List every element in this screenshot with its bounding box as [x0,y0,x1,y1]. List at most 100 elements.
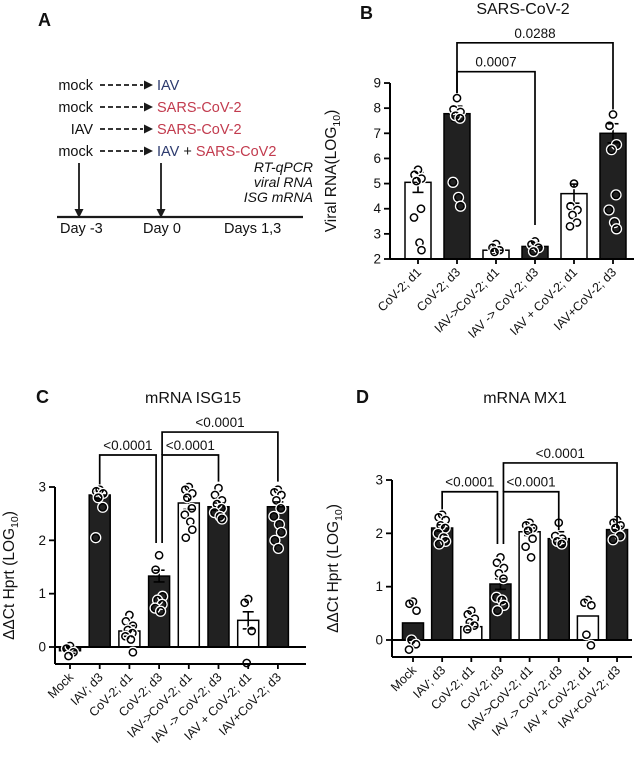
data-point-halo [608,216,621,229]
p-value-label: <0.0001 [166,438,215,453]
data-point-halo [92,492,104,504]
data-point-halo [154,605,167,617]
y-tick-label: 7 [373,126,381,141]
schematic-source-label: mock [58,144,93,160]
y-tick-label: 2 [375,526,383,541]
p-value-label: 0.0007 [475,55,516,70]
timeline-day-label: Days 1,3 [224,221,281,237]
target-part: SARS-CoV-2 [157,122,242,138]
y-tick-label: 2 [38,533,46,548]
data-point [490,247,499,257]
data-point-halo [268,510,280,522]
data-point [242,658,252,668]
data-point-halo [97,501,109,513]
data-point [64,651,73,661]
data-point [526,552,536,562]
schematic-source-label: IAV [71,122,94,138]
data-point-halo [497,573,510,585]
data-point [277,527,286,537]
data-point-halo [454,112,466,124]
arrowhead-icon [144,80,153,90]
target-part: IAV [157,144,180,160]
data-point-halo [585,639,597,651]
data-point [187,525,197,535]
y-axis-title-close: ) [325,504,342,509]
data-point [612,224,621,234]
data-point-halo [607,534,619,546]
data-point [409,213,419,222]
data-point [611,190,621,200]
data-point-halo [415,244,428,256]
data-point-halo [90,485,102,497]
data-point-halo [493,244,506,256]
schematic-source-label: mock [58,100,93,116]
timeline-day-label: Day 0 [143,221,181,237]
data-point-halo [580,629,593,641]
data-point-halo [415,203,427,215]
data-point-halo [496,594,508,606]
schematic-target-label: SARS-CoV-2 [157,122,242,138]
timeline-day-label: Day -3 [60,221,103,237]
data-point [93,493,103,503]
data-point-halo [149,564,162,576]
arrowhead-icon [144,146,153,156]
p-value-label: <0.0001 [507,475,556,490]
data-point [565,221,575,231]
data-point [452,93,462,103]
y-tick-label: 1 [375,579,383,594]
data-point [91,533,101,543]
data-point-halo [127,646,139,658]
data-point [151,565,160,575]
data-point [404,645,414,654]
data-point-halo [181,492,193,504]
data-point [456,201,465,211]
data-point [492,558,502,568]
assay-annotation-line: ISG mRNA [244,189,313,205]
data-point-halo [186,502,198,514]
significance-bracket [502,462,618,529]
data-point [180,510,190,520]
data-point [240,598,250,608]
data-point-halo [607,108,619,121]
arrowhead-icon [144,124,153,134]
arrowhead-down-icon [156,209,166,218]
y-tick-label: 9 [373,76,381,91]
data-point [417,245,426,255]
data-point-halo [488,246,501,258]
data-point [523,526,533,536]
data-point-halo [610,189,622,201]
data-point [493,606,502,616]
y-tick-label: 0 [38,640,46,655]
data-point-halo [605,143,618,156]
data-point [607,145,616,154]
data-point-halo [461,623,473,635]
bar [605,528,629,641]
bar [547,537,570,641]
data-point [608,110,618,119]
data-point [187,503,197,513]
significance-bracket [98,454,157,544]
data-point-halo [153,549,165,561]
data-point [611,523,620,533]
data-point [528,534,537,544]
data-point-halo [239,597,251,609]
x-category-label: IAV -> CoV-2; d3 [465,265,541,341]
arrowhead-icon [144,102,153,112]
data-point [269,511,279,521]
schematic-target-label: IAV [157,78,180,94]
p-value-label: <0.0001 [536,446,585,461]
data-point-halo [216,513,228,525]
data-point [448,177,458,187]
y-axis-title-sub: 10 [331,115,343,127]
y-tick-label: 2 [373,252,381,267]
data-point-halo [408,211,420,224]
y-tick-label: 3 [38,480,46,495]
data-point [156,606,165,616]
data-point-halo [451,92,463,104]
data-point [405,599,414,609]
data-point-halo [447,176,459,188]
data-point-halo [403,643,415,656]
schematic-source-label: mock [58,78,93,94]
